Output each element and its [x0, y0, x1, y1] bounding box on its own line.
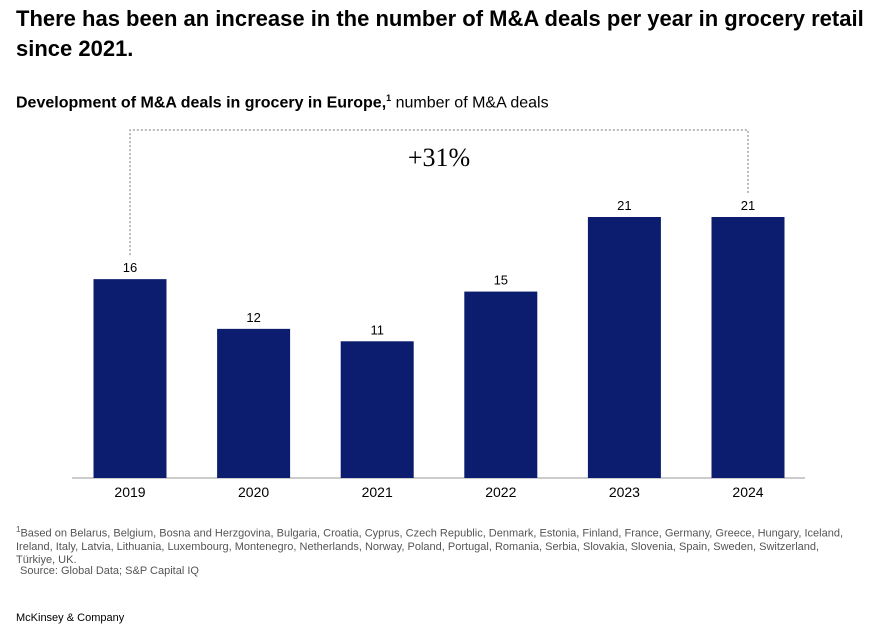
footnote-text: Based on Belarus, Belgium, Bosna and Her… [16, 527, 843, 566]
x-tick-2021: 2021 [362, 484, 393, 500]
data-label-2021: 11 [370, 322, 384, 337]
brand-logo-text: McKinsey & Company [16, 612, 125, 624]
x-tick-2024: 2024 [732, 484, 763, 500]
footnote-ref: 1 [386, 93, 392, 103]
data-label-2020: 12 [246, 310, 260, 325]
x-tick-2023: 2023 [609, 484, 640, 500]
x-tick-2019: 2019 [114, 484, 145, 500]
bar-chart: 16 2019 12 2020 11 2021 15 2022 21 2023 21 2024 +31% [72, 129, 805, 500]
growth-annotation: +31% [408, 143, 470, 172]
chart-title: Development of M&A deals in grocery in E… [16, 94, 387, 112]
data-label-2023: 21 [617, 198, 631, 213]
bar-2022 [464, 291, 538, 478]
bar-2019 [93, 279, 167, 478]
data-label-2024: 21 [741, 198, 755, 213]
data-label-2022: 15 [494, 273, 508, 288]
bar-2024 [711, 217, 785, 478]
data-label-2019: 16 [123, 260, 137, 275]
x-tick-2020: 2020 [238, 484, 269, 500]
source-note: Source: Global Data; S&P Capital IQ [20, 565, 199, 577]
chart-unit: number of M&A deals [391, 94, 549, 112]
footnote: 1Based on Belarus, Belgium, Bosna and He… [16, 523, 861, 567]
headline: There has been an increase in the number… [16, 6, 864, 61]
chart-subtitle: Development of M&A deals in grocery in E… [16, 88, 549, 113]
bar-2021 [340, 341, 414, 478]
footnote-marker: 1 [16, 525, 21, 534]
bar-2023 [587, 217, 661, 478]
bar-2020 [217, 328, 291, 478]
x-tick-2022: 2022 [485, 484, 516, 500]
